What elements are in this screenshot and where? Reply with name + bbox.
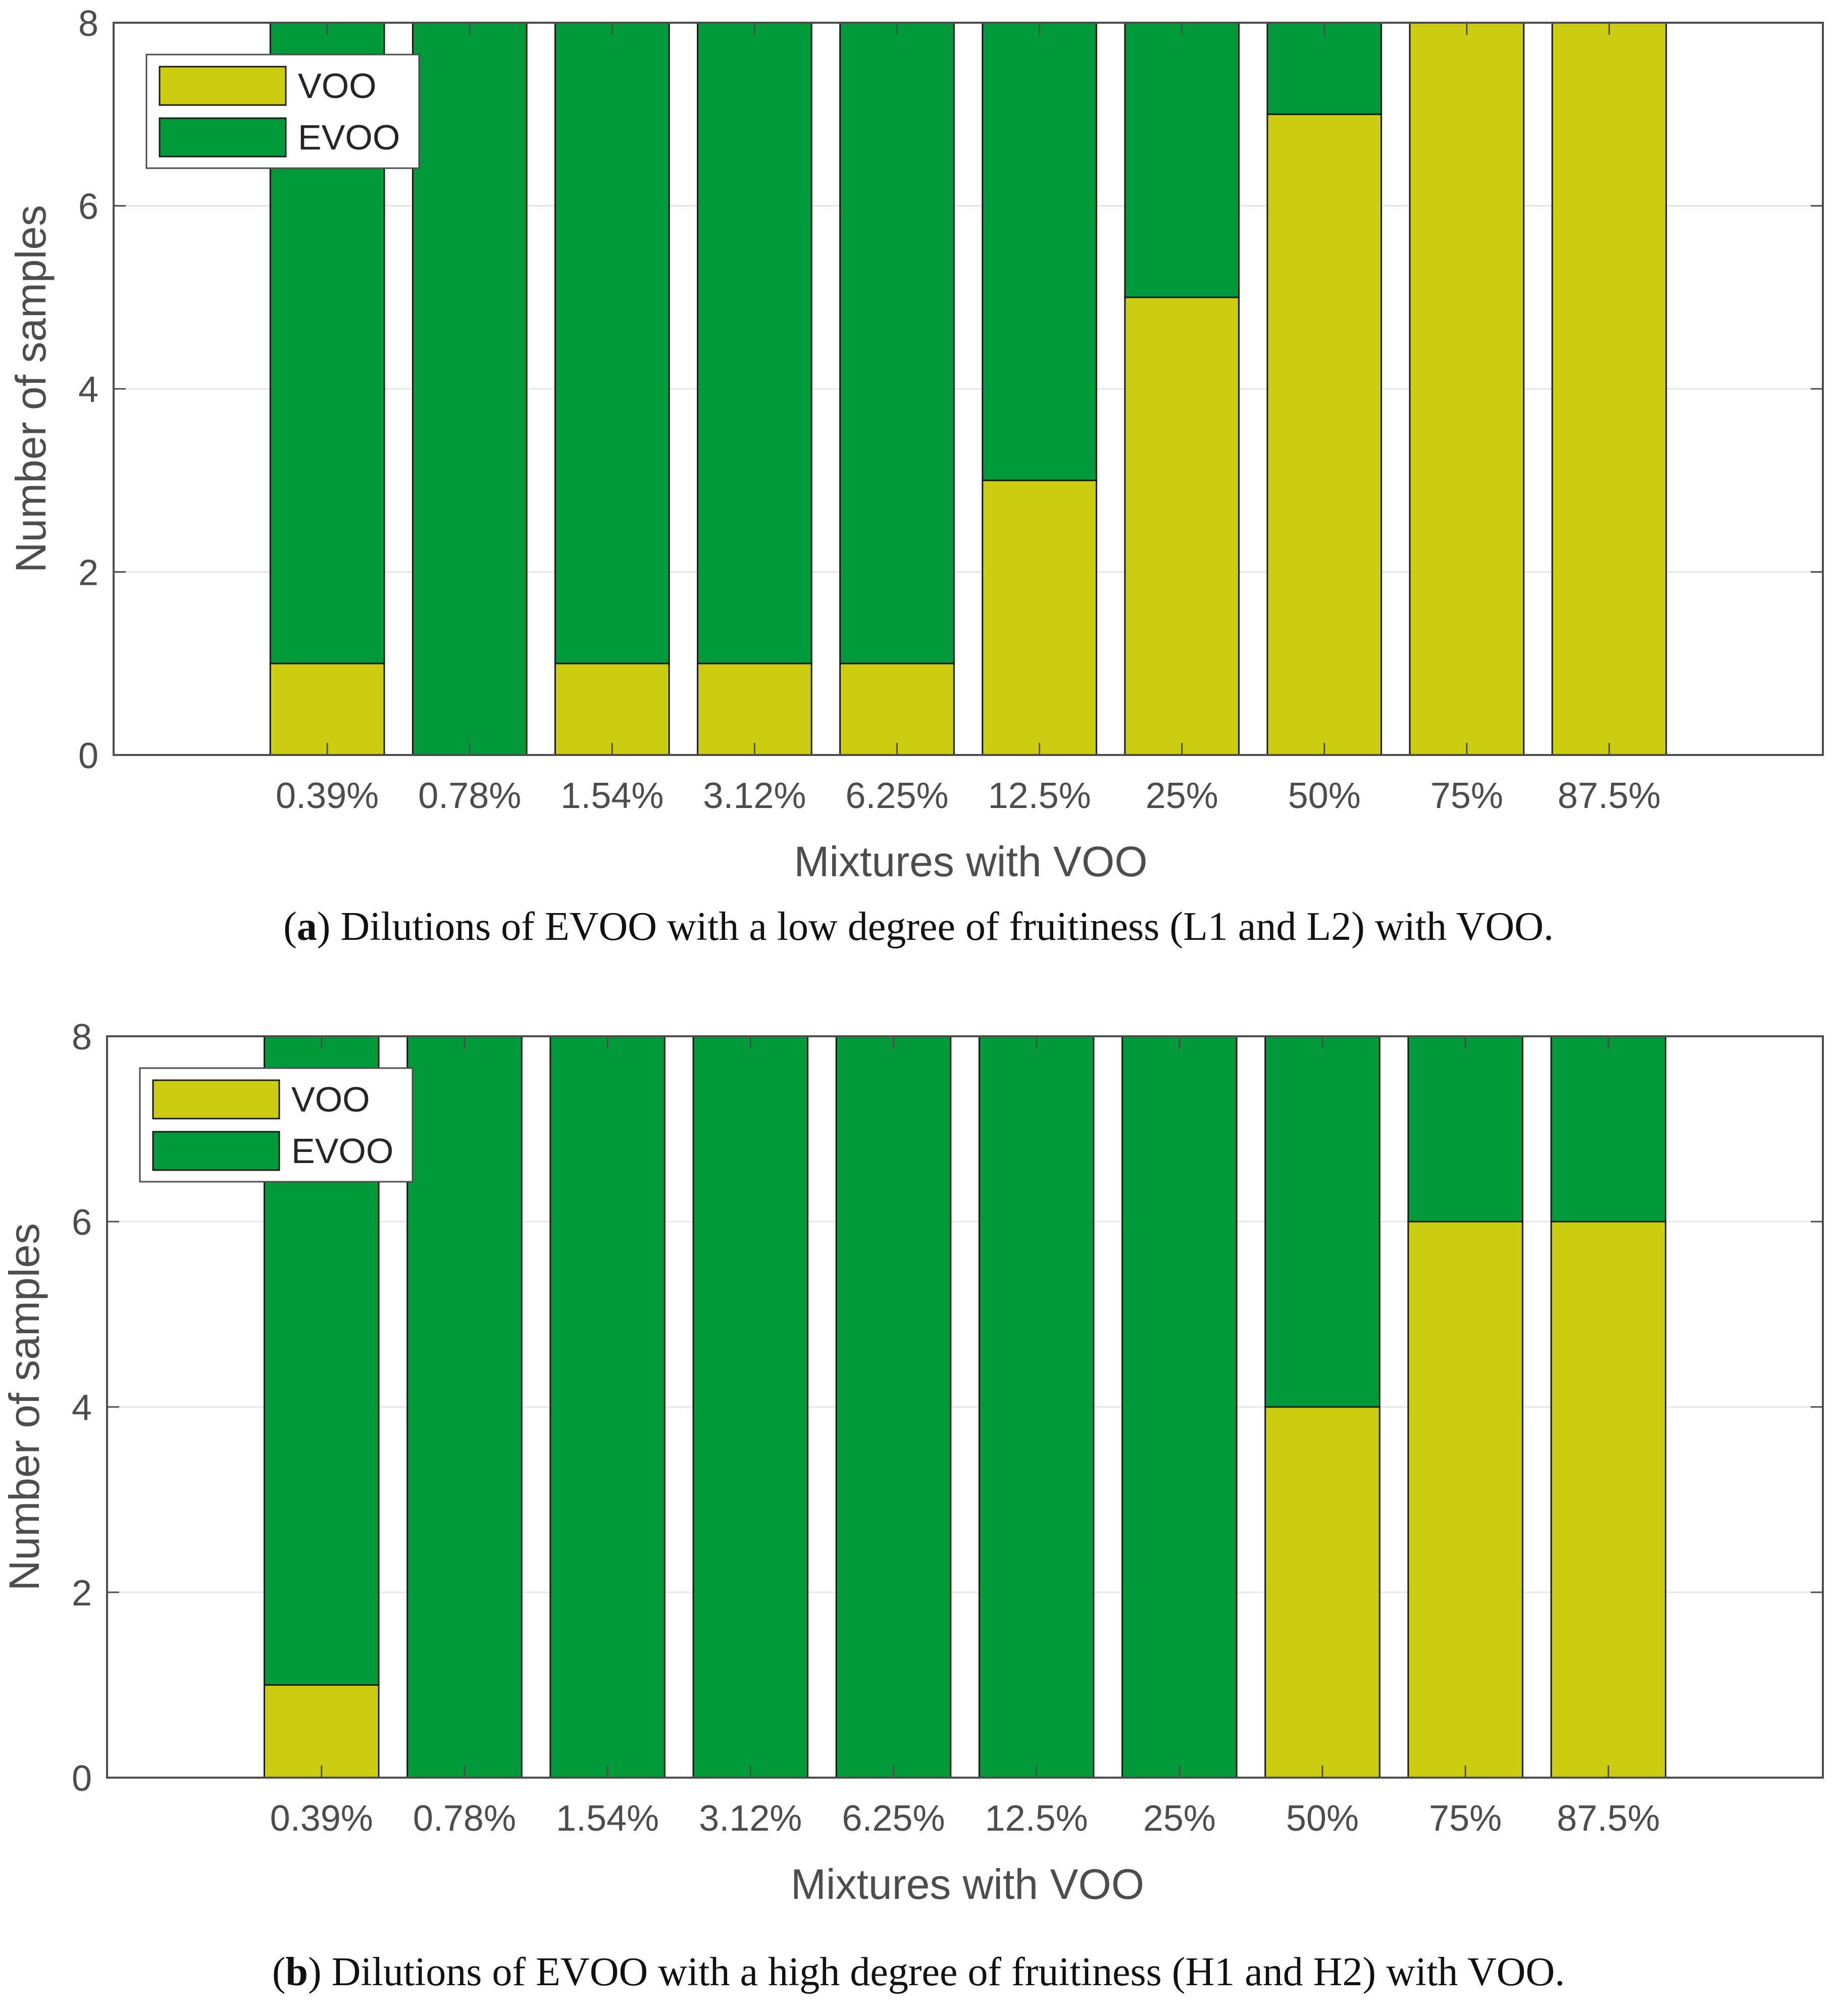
caption-a: (a) Dilutions of EVOO with a low degree … <box>283 904 1554 949</box>
chart-b-svg: 0 2 4 6 8 0.39% 0.78% 1.54% 3.12% 6.25% 12.5% 25% 50… <box>1 1017 1824 1908</box>
bar-evoo-3.12% <box>692 1035 809 1779</box>
bar-evoo-1.54% <box>549 1035 666 1779</box>
bar-voo-0.39% <box>269 663 385 756</box>
legend-label-evoo: EVOO <box>298 118 400 157</box>
chart-a-svg: 0 2 4 6 8 0.39% 0.78% 1.54% 3.12% 6.25% 12.5% 25% 50… <box>7 4 1824 885</box>
y-tick-label: 8 <box>72 1017 92 1057</box>
x-tick-label: 12.5% <box>988 776 1091 816</box>
y-tick-label: 2 <box>72 1573 92 1614</box>
x-tick-label: 6.25% <box>842 1798 945 1839</box>
legend-swatch-voo <box>159 66 287 106</box>
x-tick-label: 0.78% <box>413 1798 516 1839</box>
y-tick-label: 2 <box>78 553 98 593</box>
x-tick-label: 50% <box>1286 1798 1359 1839</box>
legend-label-voo: VOO <box>291 1080 370 1119</box>
bar-evoo-1.54% <box>554 22 670 665</box>
x-tick-label: 12.5% <box>985 1798 1088 1839</box>
bar-voo-75% <box>1409 22 1525 756</box>
x-tick-label: 87.5% <box>1557 1798 1660 1839</box>
y-tick-label: 0 <box>78 736 98 776</box>
caption-b: (b) Dilutions of EVOO with a high degree… <box>272 1950 1565 1994</box>
bar-evoo-6.25% <box>835 1035 952 1779</box>
y-tick-label: 8 <box>78 4 98 44</box>
legend-swatch-evoo <box>152 1131 280 1171</box>
bar-evoo-3.12% <box>697 22 812 665</box>
legend-label-evoo: EVOO <box>291 1131 393 1171</box>
y-tick-label: 4 <box>72 1388 92 1428</box>
bar-voo-87.5% <box>1551 22 1667 756</box>
bar-evoo-50% <box>1264 1035 1381 1408</box>
bar-voo-0.39% <box>263 1684 380 1779</box>
bar-evoo-6.25% <box>839 22 955 665</box>
bar-evoo-25% <box>1121 1035 1238 1779</box>
x-tick-label: 0.39% <box>270 1798 373 1839</box>
bar-evoo-50% <box>1266 22 1383 115</box>
x-axis-title: Mixtures with VOO <box>791 1860 1144 1908</box>
x-tick-label: 25% <box>1143 1798 1216 1839</box>
legend-swatch-voo <box>152 1079 280 1120</box>
axes-box <box>113 22 1824 756</box>
bar-evoo-0.78% <box>412 22 528 756</box>
bar-voo-6.25% <box>839 663 955 756</box>
x-tick-label: 0.39% <box>276 776 379 816</box>
x-tick-label: 6.25% <box>845 776 948 816</box>
chart-panel-b: 0 2 4 6 8 0.39% 0.78% 1.54% 3.12% 6.25% 12.5% 25% 50… <box>0 1005 1837 2016</box>
x-tick-label: 1.54% <box>560 776 664 816</box>
bar-voo-50% <box>1266 113 1383 756</box>
caption-a-text: Dilutions of EVOO with a low degree of f… <box>340 904 1554 949</box>
caption-b-label: b <box>285 1950 308 1994</box>
y-tick-label: 6 <box>72 1202 92 1243</box>
legend-label-voo: VOO <box>298 66 377 106</box>
x-tick-label: 25% <box>1146 776 1218 816</box>
y-tick-label: 6 <box>78 187 98 227</box>
bar-voo-3.12% <box>697 663 812 756</box>
bar-voo-25% <box>1124 296 1240 756</box>
bar-evoo-0.78% <box>406 1035 523 1779</box>
x-tick-label: 75% <box>1431 776 1503 816</box>
x-tick-label: 3.12% <box>699 1798 802 1839</box>
chart-panel-a: 0 2 4 6 8 0.39% 0.78% 1.54% 3.12% 6.25% 12.5% 25% 50… <box>0 0 1837 975</box>
x-tick-label: 50% <box>1288 776 1361 816</box>
x-tick-label: 3.12% <box>703 776 806 816</box>
legend-swatch-evoo <box>159 117 287 158</box>
axes-box <box>106 1035 1824 1779</box>
caption-a-label: a <box>296 904 317 949</box>
bar-evoo-12.5% <box>978 1035 1095 1779</box>
bar-voo-50% <box>1264 1406 1381 1779</box>
x-axis-title: Mixtures with VOO <box>794 838 1147 885</box>
y-axis-title: Number of samples <box>7 205 55 573</box>
x-tick-label: 0.78% <box>418 776 521 816</box>
y-tick-label: 4 <box>78 370 98 410</box>
bar-evoo-25% <box>1124 22 1240 298</box>
bar-voo-87.5% <box>1550 1221 1667 1779</box>
bar-evoo-75% <box>1407 1035 1523 1223</box>
bar-evoo-12.5% <box>982 22 1097 481</box>
x-tick-label: 75% <box>1429 1798 1502 1839</box>
bar-voo-12.5% <box>982 479 1097 756</box>
y-tick-label: 0 <box>72 1758 92 1799</box>
bar-voo-1.54% <box>554 663 670 756</box>
bar-voo-75% <box>1407 1221 1523 1779</box>
bar-evoo-87.5% <box>1550 1035 1667 1223</box>
y-axis-title: Number of samples <box>1 1223 48 1591</box>
x-tick-label: 87.5% <box>1558 776 1661 816</box>
caption-b-text: Dilutions of EVOO with a high degree of … <box>331 1950 1565 1994</box>
x-tick-label: 1.54% <box>556 1798 659 1839</box>
